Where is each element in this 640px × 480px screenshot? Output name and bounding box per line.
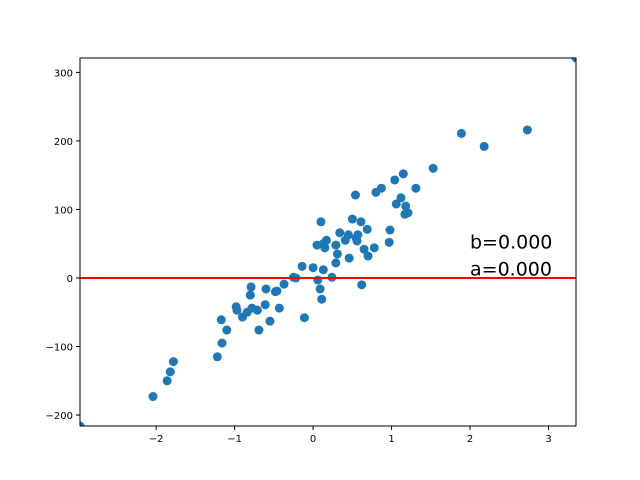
x-tick-label: −2 xyxy=(149,434,164,445)
scatter-point xyxy=(216,315,226,325)
scatter-point xyxy=(385,225,395,235)
scatter-point xyxy=(384,237,394,247)
scatter-point xyxy=(260,300,270,310)
scatter-point xyxy=(456,128,466,138)
scatter-point xyxy=(313,275,323,285)
scatter-point xyxy=(148,392,158,402)
scatter-point xyxy=(571,58,576,63)
x-tick-label: 0 xyxy=(310,434,316,445)
scatter-point xyxy=(318,239,328,249)
y-tick-label: 100 xyxy=(54,205,73,216)
scatter-point xyxy=(252,305,262,315)
scatter-point xyxy=(343,230,353,240)
scatter-point xyxy=(165,367,175,377)
scatter-point xyxy=(350,190,360,200)
scatter-point xyxy=(396,193,406,203)
scatter-point xyxy=(222,325,232,335)
scatter-point xyxy=(398,169,408,179)
scatter-point xyxy=(522,125,532,135)
scatter-point xyxy=(274,303,284,313)
scatter-point xyxy=(265,316,275,326)
scatter-point xyxy=(212,352,222,362)
annotation: a=0.000 xyxy=(470,259,552,281)
scatter-point xyxy=(217,338,227,348)
scatter-point xyxy=(254,325,264,335)
y-tick-label: 200 xyxy=(54,137,73,148)
y-tick-label: −100 xyxy=(46,343,73,354)
scatter-point xyxy=(299,313,309,323)
x-tick-label: 1 xyxy=(388,434,394,445)
y-tick-label: −200 xyxy=(46,411,73,422)
scatter-point xyxy=(369,243,379,253)
y-tick-label: 0 xyxy=(67,274,73,285)
axes-frame xyxy=(79,57,577,427)
scatter-point xyxy=(168,357,178,367)
x-tick-label: −1 xyxy=(227,434,242,445)
scatter-point xyxy=(359,244,369,254)
scatter-point xyxy=(316,217,326,227)
scatter-point xyxy=(356,217,366,227)
scatter-point xyxy=(390,175,400,185)
scatter-point xyxy=(344,253,354,263)
scatter-point xyxy=(428,163,438,173)
scatter-point xyxy=(297,261,307,271)
scatter-point xyxy=(401,201,411,211)
scatter-point xyxy=(331,240,341,250)
scatter-point xyxy=(391,199,401,209)
plot-area xyxy=(80,58,576,426)
scatter-point xyxy=(479,141,489,151)
scatter-point xyxy=(335,228,345,238)
annotation: b=0.000 xyxy=(470,232,552,254)
scatter-point xyxy=(246,282,256,292)
scatter-point xyxy=(272,286,282,296)
scatter-point xyxy=(279,279,289,289)
scatter-point xyxy=(376,183,386,193)
scatter-point xyxy=(357,280,367,290)
scatter-point xyxy=(308,263,318,273)
x-tick-label: 2 xyxy=(467,434,473,445)
scatter-point xyxy=(232,305,242,315)
scatter-point xyxy=(317,294,327,304)
scatter-point xyxy=(245,290,255,300)
scatter-point xyxy=(363,251,373,261)
scatter-point xyxy=(353,230,363,240)
scatter-point xyxy=(261,284,271,294)
scatter-point xyxy=(403,208,413,218)
scatter-point xyxy=(80,421,85,426)
scatter-point xyxy=(315,284,325,294)
scatter-point xyxy=(331,258,341,268)
scatter-point xyxy=(162,376,172,386)
scatter-point xyxy=(318,265,328,275)
scatter-point xyxy=(411,183,421,193)
scatter-point xyxy=(362,224,372,234)
scatter-point xyxy=(347,214,357,224)
x-tick-label: 3 xyxy=(545,434,551,445)
y-tick-label: 300 xyxy=(54,68,73,79)
scatter-point xyxy=(332,249,342,259)
